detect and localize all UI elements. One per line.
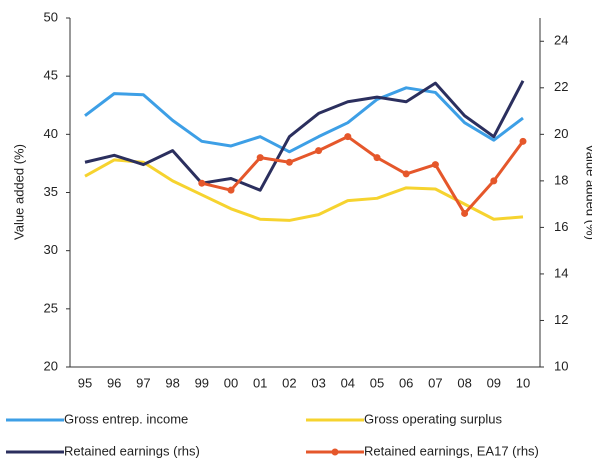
y2-tick-label: 12 — [554, 312, 568, 327]
series-line — [84, 80, 525, 192]
legend-label: Retained earnings, EA17 (rhs) — [364, 443, 539, 458]
series-line — [84, 86, 524, 154]
point — [519, 137, 527, 145]
y-tick-label: 30 — [44, 242, 58, 257]
series-line — [84, 158, 524, 222]
series-line — [201, 135, 525, 215]
point — [344, 133, 352, 141]
point — [198, 179, 206, 187]
x-tick-label: 09 — [487, 375, 501, 390]
x-tick-label: 96 — [107, 375, 121, 390]
point — [227, 186, 235, 194]
y-tick-label: 35 — [44, 184, 58, 199]
y2-tick-label: 22 — [554, 79, 568, 94]
x-tick-label: 08 — [457, 375, 471, 390]
x-tick-label: 01 — [253, 375, 267, 390]
y-tick-label: 25 — [44, 300, 58, 315]
x-tick-label: 03 — [311, 375, 325, 390]
x-tick-label: 95 — [78, 375, 92, 390]
point — [461, 209, 469, 217]
legend-label: Retained earnings (rhs) — [64, 443, 200, 458]
point — [315, 147, 323, 155]
y-axis-label: Value added (%) — [11, 144, 26, 240]
y-tick-label: 50 — [44, 9, 58, 24]
point — [285, 158, 293, 166]
y-tick-label: 40 — [44, 126, 58, 141]
point — [373, 154, 381, 162]
x-tick-label: 07 — [428, 375, 442, 390]
x-tick-label: 97 — [136, 375, 150, 390]
x-tick-label: 10 — [516, 375, 530, 390]
point — [431, 161, 439, 169]
point — [490, 177, 498, 185]
y2-tick-label: 24 — [554, 33, 568, 48]
legend-label: Gross operating surplus — [364, 411, 503, 426]
x-tick-label: 98 — [165, 375, 179, 390]
y-tick-label: 45 — [44, 68, 58, 83]
y2-tick-label: 16 — [554, 219, 568, 234]
point — [402, 170, 410, 178]
y2-tick-label: 10 — [554, 358, 568, 373]
point — [256, 154, 264, 162]
y2-axis-label: Value added (%) — [584, 144, 592, 240]
x-tick-label: 05 — [370, 375, 384, 390]
legend-label: Gross entrep. income — [64, 411, 188, 426]
x-tick-label: 06 — [399, 375, 413, 390]
x-tick-label: 04 — [341, 375, 355, 390]
y-tick-label: 20 — [44, 358, 58, 373]
x-tick-label: 00 — [224, 375, 238, 390]
y2-tick-label: 20 — [554, 126, 568, 141]
x-tick-label: 99 — [195, 375, 209, 390]
x-tick-label: 02 — [282, 375, 296, 390]
y2-tick-label: 18 — [554, 172, 568, 187]
legend-marker — [331, 448, 339, 456]
y2-tick-label: 14 — [554, 265, 568, 280]
